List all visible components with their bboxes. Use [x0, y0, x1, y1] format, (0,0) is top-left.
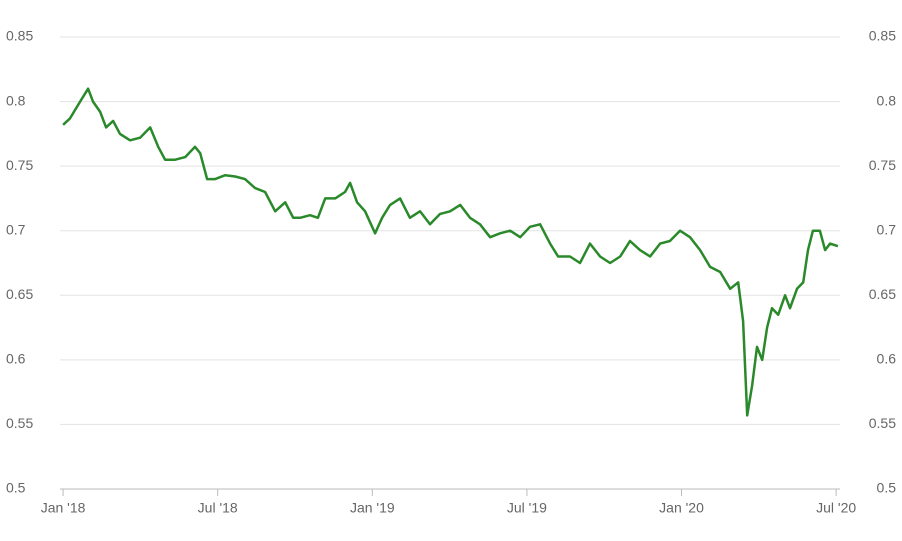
x-tick-label: Jul '18 [198, 500, 238, 516]
y-tick-label: 0.75 [6, 157, 33, 173]
y2-tick-label: 0.5 [877, 480, 897, 496]
y2-tick-label: 0.75 [869, 157, 896, 173]
y2-tick-label: 0.55 [869, 415, 896, 431]
y2-tick-label: 0.7 [877, 221, 897, 237]
x-tick-label: Jan '19 [350, 500, 395, 516]
y2-tick-label: 0.65 [869, 286, 896, 302]
y-tick-label: 0.6 [6, 351, 26, 367]
y2-tick-label: 0.8 [877, 92, 897, 108]
x-tick-label: Jul '20 [816, 500, 856, 516]
y-tick-label: 0.7 [6, 221, 26, 237]
y-tick-label: 0.5 [6, 480, 26, 496]
x-tick-label: Jan '20 [659, 500, 704, 516]
y2-tick-label: 0.6 [877, 351, 897, 367]
x-tick-label: Jul '19 [507, 500, 547, 516]
y-tick-label: 0.8 [6, 92, 26, 108]
x-tick-label: Jan '18 [41, 500, 86, 516]
line-series [62, 87, 839, 417]
y-tick-label: 0.85 [6, 28, 33, 44]
y-tick-label: 0.55 [6, 415, 33, 431]
y-tick-label: 0.65 [6, 286, 33, 302]
y2-tick-label: 0.85 [869, 28, 896, 44]
